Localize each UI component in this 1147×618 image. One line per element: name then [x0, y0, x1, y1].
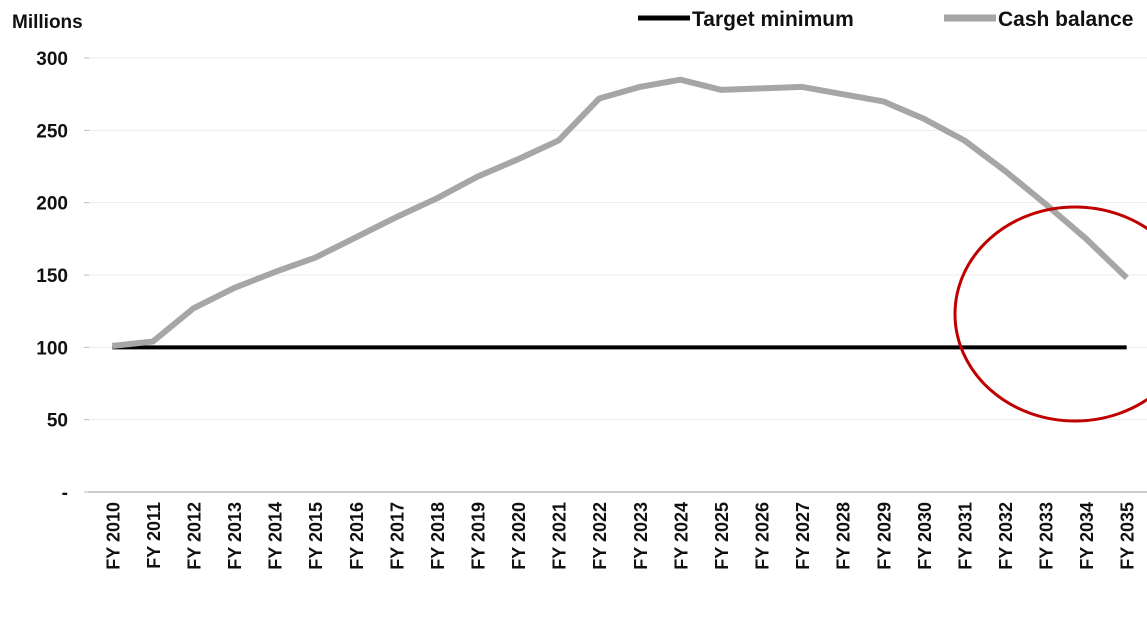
x-tick-label: FY 2011 [144, 502, 164, 569]
x-tick-label: FY 2027 [793, 502, 813, 570]
y-tick-label: 50 [47, 411, 68, 432]
x-tick-label: FY 2010 [103, 502, 123, 570]
legend-label: Target minimum [692, 8, 854, 31]
y-tick-label: - [62, 483, 68, 504]
line-series [111, 76, 1129, 349]
x-tick-label: FY 2021 [550, 502, 570, 570]
x-tick-label: FY 2012 [184, 502, 204, 570]
x-tick-label: FY 2028 [834, 502, 854, 570]
x-tick-label: FY 2031 [955, 502, 975, 570]
x-tick-label: FY 2015 [306, 502, 326, 570]
x-tick-label: FY 2013 [225, 502, 245, 570]
x-tick-label: FY 2016 [347, 502, 367, 570]
y-tick-label: 250 [36, 121, 68, 142]
x-tick-label: FY 2032 [996, 502, 1016, 570]
x-tick-label: FY 2034 [1077, 502, 1097, 570]
highlight-circle [953, 205, 1147, 423]
x-tick-label: FY 2029 [874, 502, 894, 570]
y-tick-label: 100 [36, 338, 68, 359]
y-tick-label: 300 [36, 49, 68, 70]
x-tick-label: FY 2030 [915, 502, 935, 570]
legend: Target minimum Cash balance [638, 8, 1133, 31]
x-tick-label: FY 2020 [509, 502, 529, 570]
x-tick-label: FY 2017 [387, 502, 407, 570]
x-tick-label: FY 2026 [753, 502, 773, 570]
x-tick-label: FY 2014 [266, 502, 286, 570]
x-tick-label: FY 2018 [428, 502, 448, 570]
y-axis-label: Millions [12, 12, 83, 33]
x-tick-label: FY 2022 [590, 502, 610, 570]
x-tick-label: FY 2023 [631, 502, 651, 570]
x-tick-label: FY 2024 [671, 502, 691, 570]
legend-label: Cash balance [998, 8, 1133, 31]
y-tick-label: 150 [36, 266, 68, 287]
x-tick-label: FY 2035 [1118, 502, 1138, 570]
y-tick-label: 200 [36, 194, 68, 215]
x-tick-label: FY 2025 [712, 502, 732, 570]
x-tick-label: FY 2019 [468, 502, 488, 570]
x-tick-label: FY 2033 [1037, 502, 1057, 570]
